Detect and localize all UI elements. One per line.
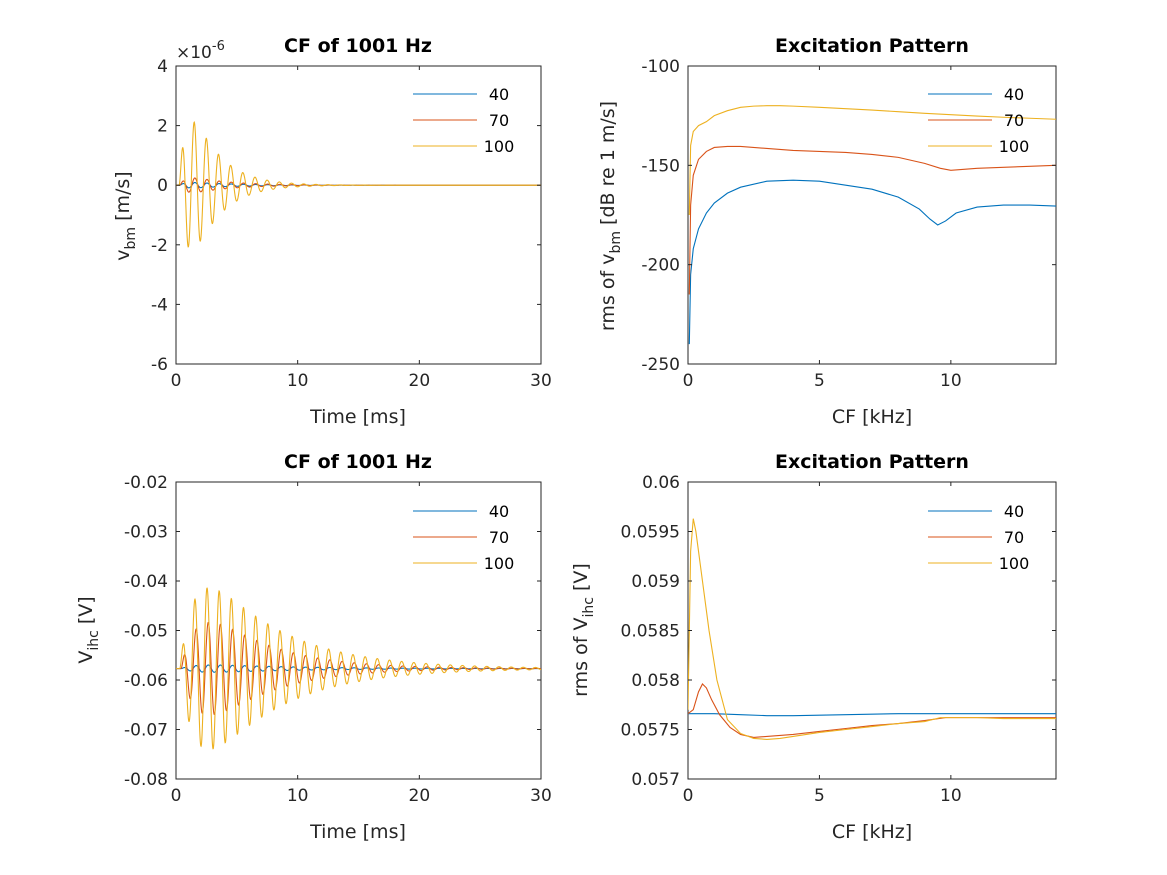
legend-label-70: 70 [1004,111,1024,130]
y-tick-label: -0.06 [124,671,168,691]
plot-area [175,65,542,365]
y-axis-label: Vihc [V] [75,596,102,663]
plot-area [175,481,542,780]
x-tick-label: 30 [530,786,552,806]
legend-label-100: 100 [484,137,515,156]
x-tick-label: 0 [683,786,694,806]
series-line-70 [176,621,541,716]
y-tick-label: -100 [641,57,680,77]
panel-vihc-time: CF of 1001 Hz Time [ms] Vihc [V] 0 10 20 30… [75,451,552,843]
y-tick-label: 0.06 [642,473,680,493]
y-tick-label: -6 [151,355,168,375]
series-line-100 [176,121,541,248]
x-tick-label: 0 [171,371,182,391]
series-line-100 [176,587,541,750]
series-line-100 [688,105,1056,216]
x-axis-label: CF [kHz] [832,406,912,428]
y-tick-label: 0.057 [631,770,680,790]
y-tick-label: 0.0595 [621,523,680,543]
series-line-70 [688,145,1056,295]
x-tick-label: 20 [409,786,431,806]
panel-title: CF of 1001 Hz [284,35,432,57]
y-tick-label: 0.0585 [621,622,680,642]
panel-vbm-time: CF of 1001 Hz ×10-6 Time [ms] vbm [m/s] … [112,35,552,428]
panel-vihc-excitation: Excitation Pattern CF [kHz] rms of Vihc … [570,451,1057,843]
y-axis-label: rms of vbm [dB re 1 m/s] [597,101,624,331]
legend-label-40: 40 [1004,502,1024,521]
y-tick-label: -200 [641,256,680,276]
series-line-100 [688,518,1056,740]
panel-title: Excitation Pattern [775,451,969,473]
y-multiplier: ×10-6 [176,39,225,63]
y-tick-label: 0 [157,176,168,196]
legend-label-40: 40 [489,85,509,104]
x-tick-label: 10 [287,371,309,391]
y-tick-label: -0.03 [124,523,168,543]
y-axis-label: vbm [m/s] [112,171,139,260]
legend-label-100: 100 [484,554,515,573]
legend-label-100: 100 [999,137,1030,156]
series-line-40 [688,179,1056,345]
series-line-40 [688,713,1056,717]
x-tick-label: 20 [409,371,431,391]
panel-vbm-excitation: Excitation Pattern CF [kHz] rms of vbm [… [597,35,1057,428]
plot-area [687,481,1057,780]
y-tick-label: 4 [157,57,168,77]
y-tick-label: -0.05 [124,622,168,642]
y-tick-label: -250 [641,355,680,375]
x-tick-label: 10 [287,786,309,806]
y-tick-label: -150 [641,156,680,176]
y-tick-label: 2 [157,117,168,137]
x-tick-label: 0 [171,786,182,806]
y-tick-label: 0.059 [631,572,680,592]
x-axis-label: CF [kHz] [832,821,912,843]
y-tick-label: -0.04 [124,572,168,592]
y-tick-label: -2 [151,236,168,256]
x-tick-label: 10 [940,371,962,391]
x-axis-label: Time [ms] [309,821,406,843]
x-tick-label: 30 [530,371,552,391]
x-axis-label: Time [ms] [309,406,406,428]
legend-label-40: 40 [489,502,509,521]
y-tick-label: -0.02 [124,473,168,493]
legend-label-70: 70 [1004,528,1024,547]
plot-area [687,65,1057,365]
x-tick-label: 0 [683,371,694,391]
y-tick-label: 0.0575 [621,721,680,741]
y-tick-label: -0.07 [124,721,168,741]
panel-title: Excitation Pattern [775,35,969,57]
x-tick-label: 5 [814,786,825,806]
legend-label-70: 70 [489,528,509,547]
x-tick-label: 5 [814,371,825,391]
y-tick-label: -4 [151,295,168,315]
legend-label-40: 40 [1004,85,1024,104]
panel-title: CF of 1001 Hz [284,451,432,473]
y-axis-label: rms of Vihc [V] [570,563,597,697]
legend-label-70: 70 [489,111,509,130]
x-tick-label: 10 [940,786,962,806]
y-tick-label: -0.08 [124,770,168,790]
y-tick-label: 0.058 [631,671,680,691]
legend-label-100: 100 [999,554,1030,573]
